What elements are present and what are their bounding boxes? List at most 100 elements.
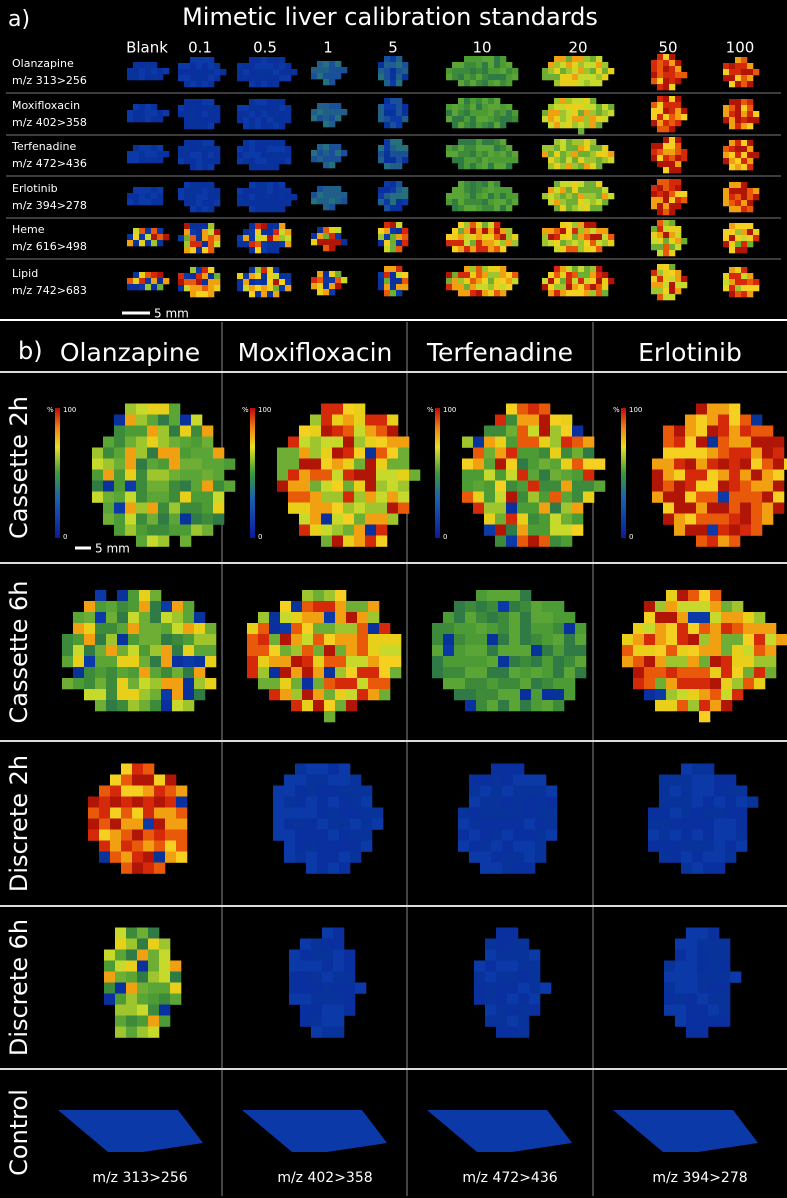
pixel — [651, 238, 658, 245]
pixel — [302, 689, 314, 701]
pixel — [285, 63, 292, 70]
pixel — [741, 291, 748, 298]
pixel — [506, 228, 513, 235]
pixel — [133, 234, 140, 241]
pixel — [651, 203, 658, 210]
row-transition: m/z 394>278 — [12, 199, 87, 212]
panel-label: a) — [8, 7, 30, 32]
pixel — [104, 982, 116, 994]
pixel — [485, 949, 497, 961]
pixel — [723, 63, 730, 70]
pixel — [560, 222, 567, 229]
pixel — [666, 601, 678, 613]
pixel — [666, 612, 678, 624]
pixel — [663, 60, 670, 67]
pixel — [151, 157, 158, 164]
pixel — [509, 689, 521, 701]
pixel — [267, 75, 274, 82]
pixel — [329, 227, 336, 234]
pixel — [651, 282, 658, 289]
pixel — [133, 62, 140, 69]
pixel — [237, 75, 244, 82]
pixel — [329, 61, 336, 68]
pixel — [258, 634, 270, 646]
row-transition: m/z 402>358 — [12, 116, 87, 129]
pixel — [343, 502, 355, 514]
pixel — [670, 851, 682, 863]
pixel — [384, 222, 391, 229]
pixel — [596, 68, 603, 75]
pixel — [488, 205, 495, 212]
pixel — [190, 273, 197, 280]
pixel — [470, 290, 477, 297]
pixel — [378, 240, 385, 247]
pixel — [596, 187, 603, 194]
pixel — [651, 226, 658, 233]
pixel — [548, 68, 555, 75]
colorbar-max: 100 — [63, 406, 76, 414]
pixel — [115, 993, 127, 1005]
pixel — [139, 228, 146, 235]
pixel — [753, 279, 760, 286]
pixel — [357, 645, 369, 657]
pixel — [378, 110, 385, 117]
pixel — [136, 436, 148, 448]
pixel — [685, 502, 697, 514]
pixel — [458, 199, 465, 206]
pixel — [664, 982, 676, 994]
pixel — [365, 513, 377, 525]
pixel — [147, 425, 159, 437]
pixel — [762, 425, 774, 437]
pixel — [446, 272, 453, 279]
pixel — [323, 245, 330, 252]
pixel — [747, 285, 754, 292]
pixel — [310, 502, 322, 514]
pixel — [542, 678, 554, 690]
pixel — [328, 829, 340, 841]
pixel — [469, 840, 481, 852]
pixel — [596, 74, 603, 81]
pixel — [261, 140, 268, 147]
pixel — [584, 278, 591, 285]
pixel — [328, 818, 340, 830]
pixel — [692, 796, 704, 808]
pixel — [190, 247, 197, 254]
pixel — [387, 414, 399, 426]
pixel — [329, 192, 336, 199]
pixel — [267, 81, 274, 88]
pixel — [279, 105, 286, 112]
pixel — [474, 982, 486, 994]
colorbar-min: 0 — [63, 533, 67, 541]
pixel — [751, 436, 763, 448]
pixel — [542, 151, 549, 158]
pixel — [707, 524, 719, 536]
pixel — [729, 182, 736, 189]
pixel — [524, 829, 536, 841]
pixel — [718, 403, 730, 415]
pixel — [566, 74, 573, 81]
pixel — [190, 164, 197, 171]
pixel — [482, 222, 489, 229]
pixel — [354, 502, 366, 514]
pixel — [584, 234, 591, 241]
pixel — [554, 62, 561, 69]
pixel — [529, 960, 541, 972]
pixel — [84, 678, 96, 690]
pixel — [136, 458, 148, 470]
pixel — [622, 645, 634, 657]
pixel — [150, 689, 162, 701]
pixel — [277, 480, 289, 492]
pixel — [723, 158, 730, 165]
pixel — [84, 601, 96, 613]
pixel — [143, 763, 155, 775]
pixel — [487, 645, 499, 657]
pixel — [596, 181, 603, 188]
pixel — [127, 199, 134, 206]
pixel — [310, 414, 322, 426]
pixel — [550, 513, 562, 525]
pixel — [485, 982, 497, 994]
pixel — [390, 145, 397, 152]
pixel — [584, 240, 591, 247]
pixel — [255, 206, 262, 213]
pixel — [368, 678, 380, 690]
